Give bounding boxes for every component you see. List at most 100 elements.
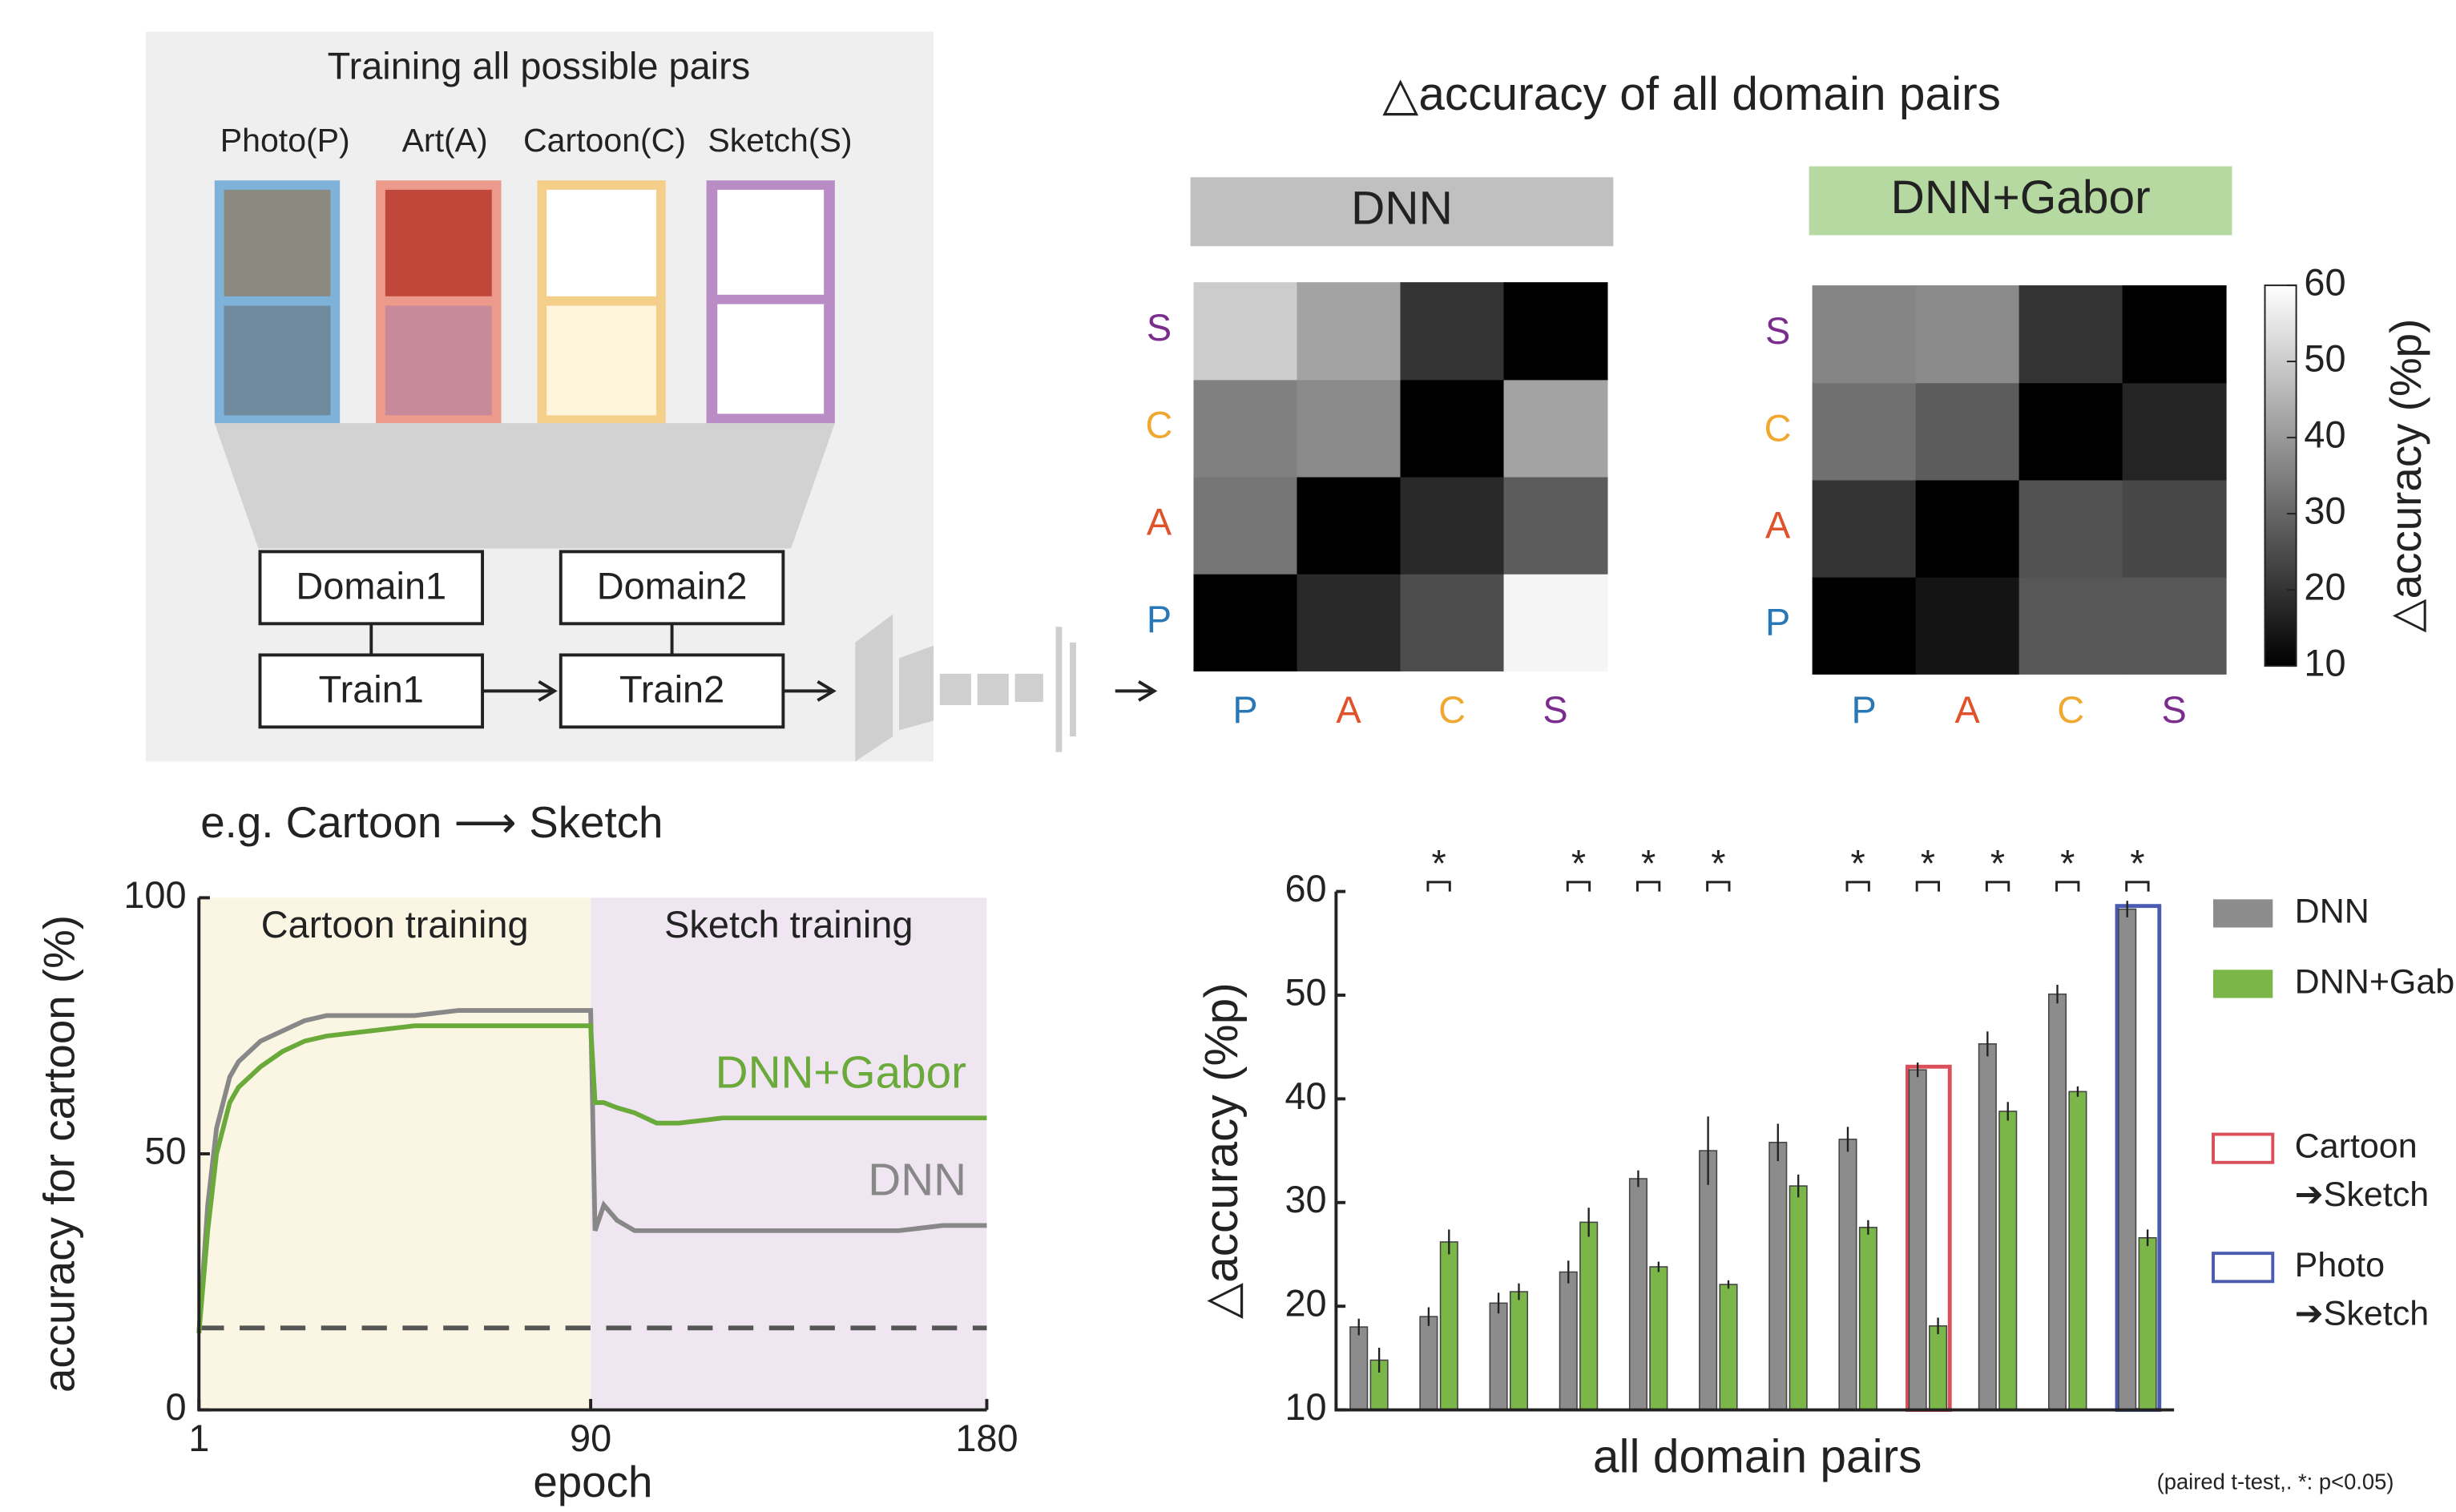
network-icon	[855, 615, 1076, 762]
bar	[1839, 1139, 1857, 1410]
x-category-label: S	[1543, 689, 1567, 731]
x-category-label: P	[1232, 689, 1257, 731]
x-category-label: A	[1954, 689, 1980, 731]
sketch-image	[717, 190, 824, 295]
cell	[2019, 285, 2123, 383]
chart-title: △accuracy of all domain pairs	[1382, 68, 2001, 120]
region	[199, 897, 591, 1409]
bar	[1769, 1143, 1787, 1410]
domain-label: Photo(P)	[220, 122, 350, 159]
y-category-label: C	[1764, 407, 1792, 449]
sketch-image	[717, 304, 824, 414]
box-label: Domain1	[296, 566, 446, 607]
cell	[2019, 479, 2123, 577]
bar	[1580, 1222, 1598, 1409]
diagram-title: Training all possible pairs	[328, 46, 751, 87]
cell	[2123, 577, 2227, 675]
significance-marker: *	[1571, 843, 1586, 885]
legend-swatch	[2213, 970, 2273, 998]
y-tick-label: 10	[1284, 1386, 1326, 1428]
note: (paired t-test,. *: p<0.05)	[2157, 1470, 2394, 1494]
cell	[1916, 479, 2020, 577]
colorbar-tick-label: 50	[2304, 337, 2345, 379]
legend-swatch	[2213, 1253, 2273, 1281]
cell	[1193, 477, 1297, 575]
significance-marker: *	[1990, 843, 2005, 885]
y-category-label: A	[1765, 504, 1791, 546]
significance-marker: *	[1431, 843, 1446, 885]
cell	[1297, 379, 1401, 477]
y-category-label: A	[1147, 502, 1172, 543]
bar	[1350, 1327, 1368, 1410]
cell	[1193, 282, 1297, 380]
x-category-label: P	[1851, 689, 1876, 731]
box-label: Train1	[319, 669, 424, 711]
significance-marker: *	[1921, 843, 1935, 885]
cell	[1401, 477, 1505, 575]
cell	[1813, 577, 1917, 675]
x-tick-label: 180	[955, 1417, 1018, 1459]
cell	[1401, 282, 1505, 380]
colorbar-tick-label: 20	[2304, 566, 2345, 607]
photo-image	[224, 306, 331, 416]
colorbar-title: △accuracy (%p)	[2381, 319, 2430, 633]
region-label: Cartoon training	[261, 904, 529, 946]
diagram: Training all possible pairs Photo(P) Art…	[146, 31, 1155, 846]
x-category-label: A	[1336, 689, 1361, 731]
bar	[1909, 1070, 1926, 1409]
cell	[1504, 379, 1608, 477]
cell	[1193, 379, 1297, 477]
colorbar	[2265, 285, 2297, 666]
region	[591, 897, 986, 1409]
y-category-label: P	[1765, 602, 1790, 643]
art-image	[385, 306, 492, 416]
bar	[1720, 1284, 1737, 1410]
cell	[1504, 282, 1608, 380]
funnel	[215, 423, 835, 548]
panel-title: DNN	[1351, 183, 1453, 235]
cell	[2019, 577, 2123, 675]
cell	[1813, 382, 1917, 480]
x-category-label: C	[2057, 689, 2084, 731]
legend-swatch	[2213, 899, 2273, 927]
y-tick-label: 30	[1284, 1179, 1326, 1220]
domain-label: Cartoon(C)	[523, 122, 686, 159]
bar	[1650, 1267, 1668, 1410]
colorbar-tick-label: 10	[2304, 642, 2345, 683]
legend-label: DNN	[2295, 892, 2369, 930]
y-axis-title: accuracy for cartoon (%)	[34, 915, 84, 1393]
significance-marker: *	[1641, 843, 1655, 885]
y-category-label: P	[1147, 599, 1172, 640]
page: Training all possible pairs Photo(P) Art…	[0, 0, 2456, 1512]
significance-marker: *	[2130, 843, 2144, 885]
cell	[1297, 282, 1401, 380]
art-image	[385, 190, 492, 296]
bar	[1560, 1272, 1578, 1409]
bar	[2049, 994, 2067, 1410]
region-label: Sketch training	[664, 904, 913, 946]
cell	[1193, 574, 1297, 671]
y-tick-label: 50	[144, 1130, 186, 1171]
bar	[1441, 1242, 1458, 1410]
x-category-label: C	[1438, 689, 1466, 731]
domain-label: Sketch(S)	[708, 122, 852, 159]
cell	[1916, 577, 2020, 675]
bar	[1510, 1292, 1528, 1410]
cell	[1916, 382, 2020, 480]
cell	[2019, 382, 2123, 480]
box-label: Domain2	[597, 566, 748, 607]
cell	[1813, 479, 1917, 577]
bar	[2069, 1091, 2087, 1409]
cartoon-image	[546, 306, 656, 416]
legend-swatch	[2213, 1135, 2273, 1163]
x-tick-label: 90	[570, 1417, 611, 1459]
y-tick-label: 50	[1284, 971, 1326, 1013]
y-tick-label: 20	[1284, 1283, 1326, 1325]
cell	[1916, 285, 2020, 383]
cell	[1504, 477, 1608, 575]
caption: e.g. Cartoon ⟶ Sketch	[200, 797, 663, 847]
series-label: DNN+Gabor	[716, 1047, 966, 1098]
bar	[1700, 1151, 1717, 1410]
legend-label: Cartoon	[2295, 1127, 2418, 1166]
legend-label: DNN+Gabor	[2295, 962, 2456, 1001]
